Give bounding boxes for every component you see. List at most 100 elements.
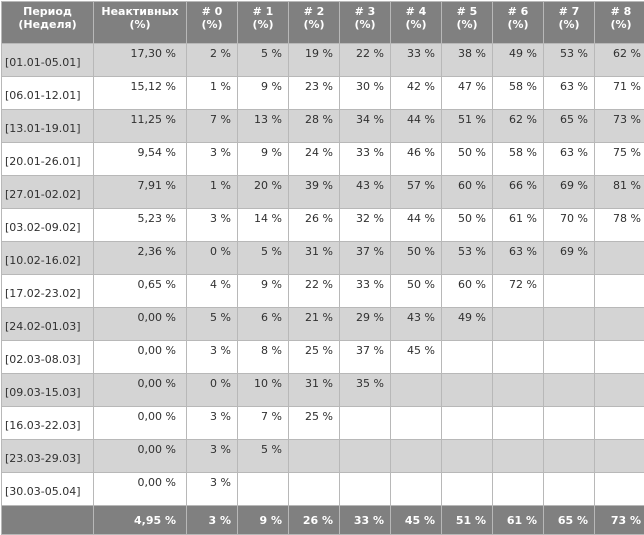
week-8-cell: 78 % — [595, 209, 644, 242]
table-row: [20.01-26.01]9,54 %3 %9 %24 %33 %46 %50 … — [2, 143, 644, 176]
week-0-cell: 5 % — [187, 308, 238, 341]
table-row: [16.03-22.03]0,00 %3 %7 %25 % — [2, 407, 644, 440]
week-7-cell: 65 % — [544, 110, 595, 143]
table-row: [30.03-05.04]0,00 %3 % — [2, 473, 644, 506]
header-period: Период (Неделя) — [2, 2, 94, 44]
week-7-cell: 63 % — [544, 143, 595, 176]
period-cell: [23.03-29.03] — [2, 440, 94, 473]
week-4-cell — [391, 473, 442, 506]
week-3-cell: 29 % — [340, 308, 391, 341]
week-8-cell — [595, 275, 644, 308]
inactive-cell: 0,00 % — [94, 440, 187, 473]
week-2-cell: 21 % — [289, 308, 340, 341]
week-8-cell — [595, 242, 644, 275]
week-5-cell: 51 % — [442, 110, 493, 143]
week-7-cell: 63 % — [544, 77, 595, 110]
week-7-cell — [544, 275, 595, 308]
week-2-cell: 28 % — [289, 110, 340, 143]
table-row: [02.03-08.03]0,00 %3 %8 %25 %37 %45 % — [2, 341, 644, 374]
inactive-cell: 9,54 % — [94, 143, 187, 176]
period-cell: [09.03-15.03] — [2, 374, 94, 407]
inactive-cell: 0,00 % — [94, 308, 187, 341]
totals-week-5: 51 % — [442, 506, 493, 535]
week-6-cell: 66 % — [493, 176, 544, 209]
inactive-cell: 7,91 % — [94, 176, 187, 209]
week-7-cell: 53 % — [544, 44, 595, 77]
header-week-4: # 4(%) — [391, 2, 442, 44]
week-8-cell — [595, 440, 644, 473]
week-2-cell: 23 % — [289, 77, 340, 110]
inactive-cell: 0,00 % — [94, 341, 187, 374]
week-0-cell: 1 % — [187, 77, 238, 110]
week-3-cell: 43 % — [340, 176, 391, 209]
totals-week-7: 65 % — [544, 506, 595, 535]
week-3-cell: 33 % — [340, 143, 391, 176]
inactive-cell: 15,12 % — [94, 77, 187, 110]
table-row: [03.02-09.02]5,23 %3 %14 %26 %32 %44 %50… — [2, 209, 644, 242]
week-8-cell — [595, 374, 644, 407]
week-7-cell — [544, 407, 595, 440]
week-6-cell: 62 % — [493, 110, 544, 143]
week-5-cell — [442, 440, 493, 473]
week-5-cell: 47 % — [442, 77, 493, 110]
totals-inactive-cell: 4,95 % — [94, 506, 187, 535]
week-0-cell: 3 % — [187, 440, 238, 473]
period-cell: [01.01-05.01] — [2, 44, 94, 77]
week-6-cell — [493, 308, 544, 341]
period-cell: [10.02-16.02] — [2, 242, 94, 275]
week-2-cell: 39 % — [289, 176, 340, 209]
week-8-cell — [595, 341, 644, 374]
week-2-cell: 25 % — [289, 407, 340, 440]
week-6-cell — [493, 407, 544, 440]
week-5-cell: 50 % — [442, 209, 493, 242]
week-4-cell: 42 % — [391, 77, 442, 110]
week-3-cell: 35 % — [340, 374, 391, 407]
inactive-cell: 0,00 % — [94, 374, 187, 407]
period-cell: [17.02-23.02] — [2, 275, 94, 308]
period-cell: [20.01-26.01] — [2, 143, 94, 176]
inactive-cell: 0,00 % — [94, 407, 187, 440]
week-5-cell — [442, 407, 493, 440]
totals-week-0: 3 % — [187, 506, 238, 535]
week-8-cell — [595, 308, 644, 341]
week-0-cell: 3 % — [187, 209, 238, 242]
week-1-cell: 6 % — [238, 308, 289, 341]
week-1-cell — [238, 473, 289, 506]
period-cell: [02.03-08.03] — [2, 341, 94, 374]
week-0-cell: 3 % — [187, 473, 238, 506]
week-1-cell: 9 % — [238, 77, 289, 110]
week-8-cell: 81 % — [595, 176, 644, 209]
week-0-cell: 0 % — [187, 242, 238, 275]
week-1-cell: 10 % — [238, 374, 289, 407]
week-7-cell — [544, 473, 595, 506]
totals-row: 4,95 % 3 % 9 % 26 % 33 % 45 % 51 % 61 % … — [2, 506, 644, 535]
week-3-cell: 37 % — [340, 242, 391, 275]
week-7-cell: 69 % — [544, 242, 595, 275]
period-cell: [03.02-09.02] — [2, 209, 94, 242]
header-week-1: # 1(%) — [238, 2, 289, 44]
week-4-cell — [391, 407, 442, 440]
week-5-cell: 53 % — [442, 242, 493, 275]
week-1-cell: 8 % — [238, 341, 289, 374]
week-1-cell: 5 % — [238, 242, 289, 275]
header-week-2: # 2(%) — [289, 2, 340, 44]
table-row: [27.01-02.02]7,91 %1 %20 %39 %43 %57 %60… — [2, 176, 644, 209]
week-4-cell: 46 % — [391, 143, 442, 176]
week-6-cell: 58 % — [493, 143, 544, 176]
period-cell: [24.02-01.03] — [2, 308, 94, 341]
week-1-cell: 14 % — [238, 209, 289, 242]
week-4-cell: 44 % — [391, 209, 442, 242]
inactive-cell: 11,25 % — [94, 110, 187, 143]
header-week-5: # 5(%) — [442, 2, 493, 44]
week-0-cell: 3 % — [187, 143, 238, 176]
totals-week-4: 45 % — [391, 506, 442, 535]
week-4-cell — [391, 440, 442, 473]
week-5-cell: 38 % — [442, 44, 493, 77]
week-2-cell: 25 % — [289, 341, 340, 374]
week-6-cell: 61 % — [493, 209, 544, 242]
week-8-cell — [595, 407, 644, 440]
period-cell: [30.03-05.04] — [2, 473, 94, 506]
totals-week-1: 9 % — [238, 506, 289, 535]
table-row: [06.01-12.01]15,12 %1 %9 %23 %30 %42 %47… — [2, 77, 644, 110]
week-4-cell — [391, 374, 442, 407]
